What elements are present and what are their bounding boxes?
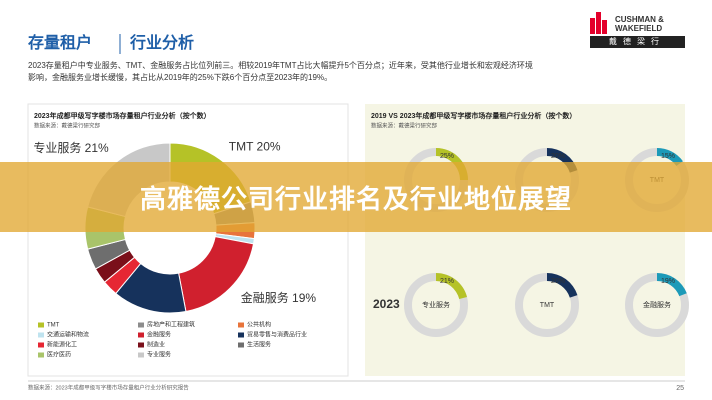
legend-label: 贸易零售与消费品行业	[247, 331, 307, 339]
subtitle: 行业分析	[129, 33, 194, 52]
legend-label: 新能源化工	[47, 341, 77, 349]
legend-swatch	[38, 342, 44, 348]
donut-segment	[657, 148, 683, 166]
chart-title: 2023年成都甲级写字楼市场存量租户行业分析（按个数）	[34, 111, 211, 120]
legend-label: 房地产和工程建筑	[147, 321, 195, 329]
legend-swatch	[238, 332, 244, 338]
chart-source: 数据来源：戴德梁行研究部	[34, 121, 101, 129]
legend-swatch	[238, 342, 244, 348]
legend-swatch	[38, 332, 44, 338]
donut-segment	[547, 273, 578, 298]
donut-segment	[657, 273, 687, 297]
data-label: 专业服务 21%	[33, 140, 109, 155]
description: 2023存量租户中专业服务、TMT、金融服务占比位列前三。相较2019年TMT占…	[28, 60, 533, 70]
title: 存量租户	[28, 33, 92, 52]
legend-swatch	[138, 342, 144, 348]
data-label: 15%	[661, 153, 675, 160]
legend-label: 生活服务	[247, 341, 271, 349]
center-label: 金融服务	[643, 300, 671, 309]
legend-label: 医疗医药	[47, 351, 71, 359]
row-label: 2023	[373, 297, 400, 311]
data-label: 20%	[551, 278, 565, 285]
page-number: 25	[676, 385, 684, 392]
legend-label: 制造业	[147, 341, 165, 349]
legend-label: TMT	[47, 323, 60, 329]
legend-swatch	[38, 352, 44, 358]
donut-segment	[436, 273, 467, 300]
legend-swatch	[238, 322, 244, 328]
center-label: TMT	[540, 302, 555, 309]
chart-source: 数据来源：戴德梁行研究部	[371, 121, 438, 129]
logo-text: CUSHMAN &	[615, 15, 664, 24]
description: 影响，金融服务业增长缓慢，其占比从2019年的25%下跌6个百分点至2023年的…	[28, 72, 332, 82]
right-panel	[365, 104, 685, 376]
legend-swatch	[138, 322, 144, 328]
data-label: 25%	[440, 153, 454, 160]
legend-swatch	[138, 332, 144, 338]
logo-text: WAKEFIELD	[615, 24, 662, 33]
legend-swatch	[138, 352, 144, 358]
data-label: 19%	[661, 278, 675, 285]
chart-title: 2019 VS 2023年成都甲级写字楼市场存量租户行业分析（按个数）	[371, 111, 576, 120]
logo: CUSHMAN & WAKEFIELD 戴德梁行	[590, 12, 685, 48]
data-label: 金融服务 19%	[241, 290, 317, 305]
data-label: TMT 20%	[229, 139, 281, 153]
legend-label: 公共机构	[247, 321, 271, 329]
legend-swatch	[38, 322, 44, 328]
data-label: 20%	[551, 153, 565, 160]
legend-label: 金融服务	[147, 331, 171, 339]
center-label: 专业服务	[422, 300, 450, 309]
banner: 高雅德公司行业排名及行业地位展望	[0, 162, 712, 232]
data-label: 21%	[440, 278, 454, 285]
logo-cn: 戴德梁行	[609, 36, 665, 46]
footer-source: 数据来源：2023年成都甲级写字楼市场存量租户行业分析研究报告	[28, 383, 189, 391]
legend-label: 交通运输和物流	[47, 331, 89, 339]
legend-label: 专业服务	[147, 351, 171, 359]
